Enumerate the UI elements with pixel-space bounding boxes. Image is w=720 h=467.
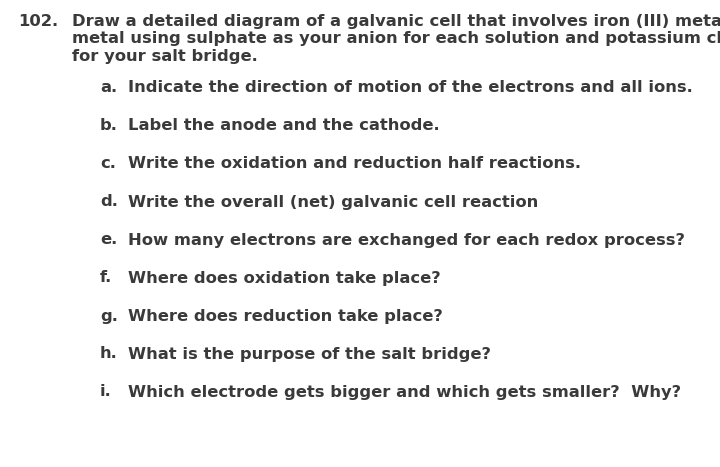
Text: How many electrons are exchanged for each redox process?: How many electrons are exchanged for eac… bbox=[128, 233, 685, 248]
Text: g.: g. bbox=[100, 309, 118, 324]
Text: Label the anode and the cathode.: Label the anode and the cathode. bbox=[128, 119, 440, 134]
Text: Which electrode gets bigger and which gets smaller?  Why?: Which electrode gets bigger and which ge… bbox=[128, 384, 681, 399]
Text: metal using sulphate as your anion for each solution and potassium chloride solu: metal using sulphate as your anion for e… bbox=[72, 31, 720, 47]
Text: Draw a detailed diagram of a galvanic cell that involves iron (III) metal and co: Draw a detailed diagram of a galvanic ce… bbox=[72, 14, 720, 29]
Text: f.: f. bbox=[100, 270, 112, 285]
Text: Write the oxidation and reduction half reactions.: Write the oxidation and reduction half r… bbox=[128, 156, 581, 171]
Text: What is the purpose of the salt bridge?: What is the purpose of the salt bridge? bbox=[128, 347, 491, 361]
Text: c.: c. bbox=[100, 156, 116, 171]
Text: Where does reduction take place?: Where does reduction take place? bbox=[128, 309, 443, 324]
Text: Write the overall (net) galvanic cell reaction: Write the overall (net) galvanic cell re… bbox=[128, 194, 539, 210]
Text: for your salt bridge.: for your salt bridge. bbox=[72, 49, 258, 64]
Text: i.: i. bbox=[100, 384, 112, 399]
Text: d.: d. bbox=[100, 194, 118, 210]
Text: e.: e. bbox=[100, 233, 117, 248]
Text: 102.: 102. bbox=[18, 14, 58, 29]
Text: Indicate the direction of motion of the electrons and all ions.: Indicate the direction of motion of the … bbox=[128, 80, 693, 95]
Text: Where does oxidation take place?: Where does oxidation take place? bbox=[128, 270, 441, 285]
Text: h.: h. bbox=[100, 347, 118, 361]
Text: a.: a. bbox=[100, 80, 117, 95]
Text: b.: b. bbox=[100, 119, 118, 134]
